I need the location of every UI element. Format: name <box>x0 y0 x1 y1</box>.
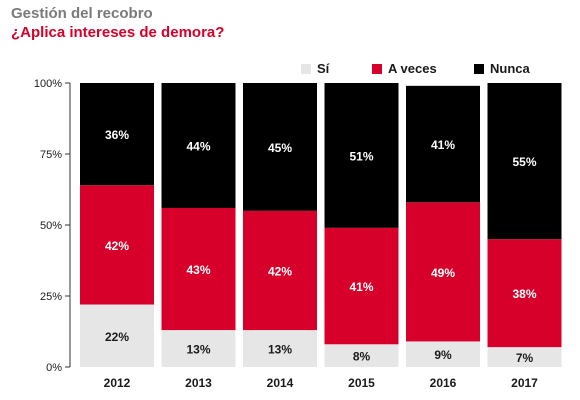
data-label: 43% <box>186 263 210 277</box>
x-tick-label: 2017 <box>511 376 538 390</box>
data-label: 38% <box>512 287 536 301</box>
x-tick-label: 2014 <box>267 376 294 390</box>
x-tick-label: 2013 <box>185 376 212 390</box>
data-label: 22% <box>105 330 129 344</box>
data-label: 13% <box>268 343 292 357</box>
data-label: 55% <box>512 155 536 169</box>
bar-segment-nunca-2017 <box>487 83 562 240</box>
chart-super-title: Gestión del recobro <box>11 5 153 22</box>
bar-segment-nunca-2015 <box>324 83 399 228</box>
chart-title: ¿Aplica intereses de demora? <box>11 24 225 41</box>
data-label: 49% <box>431 266 455 280</box>
x-tick-label: 2015 <box>348 376 375 390</box>
data-label: 41% <box>349 280 373 294</box>
data-label: 36% <box>105 128 129 142</box>
y-tick-label: 25% <box>40 291 62 303</box>
bar-segment-nunca-2014 <box>243 83 317 211</box>
bar-segment-a-veces-2017 <box>487 239 562 348</box>
legend-item-si: Sí <box>301 61 329 76</box>
y-tick-label: 100% <box>34 78 62 90</box>
data-label: 8% <box>353 350 371 364</box>
x-tick-label: 2012 <box>104 376 131 390</box>
data-label: 45% <box>268 141 292 155</box>
legend-swatch-nunca <box>474 63 484 74</box>
legend-swatch-a-veces <box>372 63 382 74</box>
legend-item-a-veces: A veces <box>372 61 437 76</box>
bar-segment-a-veces-2012 <box>80 185 154 305</box>
data-label: 42% <box>105 239 129 253</box>
y-tick-label: 0% <box>46 362 62 374</box>
data-label: 13% <box>186 343 210 357</box>
legend-label-a-veces: A veces <box>388 61 437 76</box>
bar-segment-a-veces-2014 <box>243 210 317 331</box>
bar-segment-a-veces-2015 <box>324 227 399 345</box>
bar-segment-si-2016 <box>406 341 480 367</box>
bar-segment-si-2017 <box>487 347 562 367</box>
bar-segment-nunca-2016 <box>406 85 480 203</box>
chart-legend: Sí A veces Nunca <box>0 61 580 77</box>
bar-segment-nunca-2013 <box>161 83 236 208</box>
data-label: 9% <box>434 348 452 362</box>
legend-swatch-si <box>301 63 311 74</box>
y-tick-label: 50% <box>40 220 62 232</box>
bar-segment-nunca-2012 <box>80 83 154 186</box>
bar-segment-a-veces-2016 <box>406 202 480 342</box>
legend-label-nunca: Nunca <box>490 61 530 76</box>
data-label: 41% <box>431 138 455 152</box>
bar-segment-a-veces-2013 <box>161 207 236 331</box>
data-label: 51% <box>349 149 373 163</box>
data-label: 44% <box>186 139 210 153</box>
data-label: 7% <box>516 351 534 365</box>
bar-segment-si-2015 <box>324 344 399 367</box>
legend-label-si: Sí <box>317 61 330 76</box>
y-tick-label: 75% <box>40 149 62 161</box>
bar-segment-si-2013 <box>161 330 236 367</box>
data-label: 42% <box>268 264 292 278</box>
legend-item-nunca: Nunca <box>474 61 530 76</box>
bar-segment-si-2014 <box>243 330 317 367</box>
x-tick-label: 2016 <box>430 376 457 390</box>
bar-segment-si-2012 <box>80 304 154 367</box>
